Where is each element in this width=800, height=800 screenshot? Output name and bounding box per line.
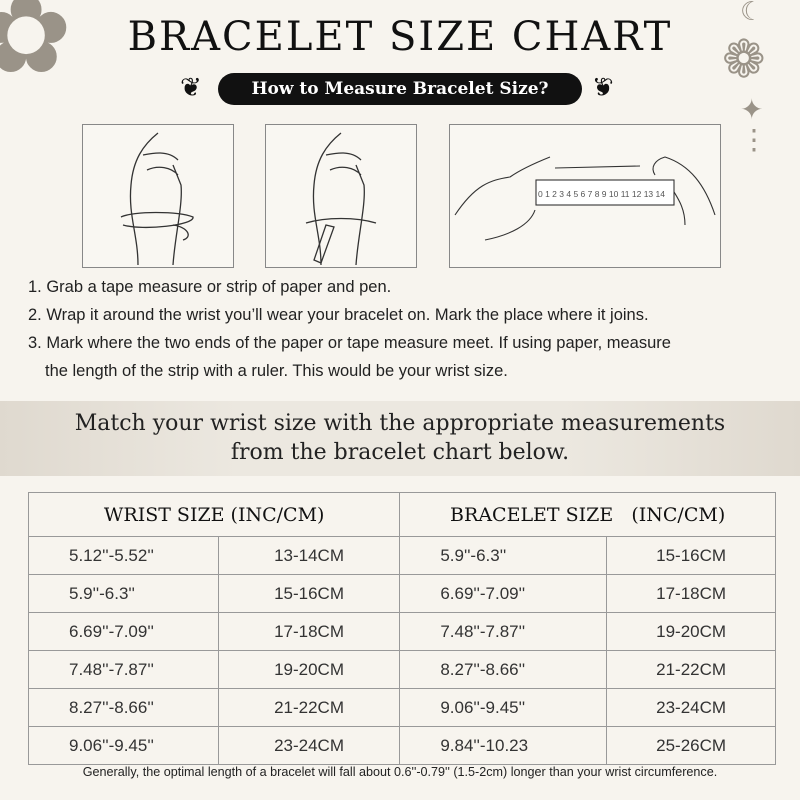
step-3: 3. Mark where the two ends of the paper … [28,334,671,352]
table-row: 9.06''-9.45'' 23-24CM 9.84''-10.23 25-26CM [28,726,776,765]
wrist-inches-cell: 5.9''-6.3'' [28,574,219,613]
bracelet-inches-cell: 8.27''-8.66'' [399,650,608,689]
wrist-cm-cell: 19-20CM [217,650,401,689]
wrist-inches-cell: 5.12''-5.52'' [28,536,219,575]
size-table: WRIST SIZE (INC/CM) BRACELET SIZE (INC/C… [27,492,776,765]
bracelet-size-header: BRACELET SIZE (INC/CM) [399,492,776,537]
mandala-ornament-icon: ✿ [0,0,73,96]
wrist-cm-cell: 23-24CM [217,726,401,765]
table-header: WRIST SIZE (INC/CM) BRACELET SIZE (INC/C… [27,492,776,537]
wrist-inches-cell: 7.48''-7.87'' [28,650,219,689]
step-3-continued: the length of the strip with a ruler. Th… [45,362,508,380]
banner-line-1: Match your wrist size with the appropria… [74,411,726,436]
wrist-inches-cell: 9.06''-9.45'' [28,726,219,765]
wrist-cm-cell: 13-14CM [217,536,401,575]
footnote: Generally, the optimal length of a brace… [82,765,718,779]
moon-ornament-icon: ☾ [740,0,764,26]
wrist-cm-cell: 21-22CM [217,688,401,727]
bracelet-cm-cell: 15-16CM [606,536,776,575]
ruler-measure-icon: 0 1 2 3 4 5 6 7 8 9 10 11 12 13 14 [449,124,721,268]
wrist-cm-cell: 15-16CM [217,574,401,613]
ruler-labels: 0 1 2 3 4 5 6 7 8 9 10 11 12 13 14 [538,189,665,199]
table-row: 5.12''-5.52'' 13-14CM 5.9''-6.3'' 15-16CM [28,536,776,575]
hand-wrist-tape-icon [82,124,234,268]
hanging-ornament-icon: ✦ ⋮ [740,94,768,155]
step-2: 2. Wrap it around the wrist you’ll wear … [28,306,649,324]
bracelet-inches-cell: 7.48''-7.87'' [399,612,608,651]
swirl-right-icon: ❦ [592,72,614,102]
table-row: 7.48''-7.87'' 19-20CM 8.27''-8.66'' 21-22CM [28,650,776,689]
bracelet-cm-cell: 21-22CM [606,650,776,689]
hand-wrist-paper-icon [265,124,417,268]
page-title: BRACELET SIZE CHART [127,14,673,60]
subtitle-pill: How to Measure Bracelet Size? [218,73,582,105]
instructions: 1. Grab a tape measure or strip of paper… [28,273,788,385]
swirl-left-icon: ❦ [180,72,202,102]
match-banner: Match your wrist size with the appropria… [0,401,800,476]
wrist-cm-cell: 17-18CM [217,612,401,651]
bracelet-cm-cell: 19-20CM [606,612,776,651]
bracelet-inches-cell: 9.84''-10.23 [399,726,608,765]
bracelet-cm-cell: 23-24CM [606,688,776,727]
step-1: 1. Grab a tape measure or strip of paper… [28,278,392,296]
table-row: 5.9''-6.3'' 15-16CM 6.69''-7.09'' 17-18CM [28,574,776,613]
wrist-inches-cell: 6.69''-7.09'' [28,612,219,651]
bracelet-inches-cell: 9.06''-9.45'' [399,688,608,727]
bracelet-inches-cell: 6.69''-7.09'' [399,574,608,613]
bracelet-inches-cell: 5.9''-6.3'' [399,536,608,575]
table-row: 8.27''-8.66'' 21-22CM 9.06''-9.45'' 23-24CM [28,688,776,727]
lotus-ornament-icon: ❁ [722,31,766,89]
wrist-size-header: WRIST SIZE (INC/CM) [27,492,401,537]
bracelet-cm-cell: 25-26CM [606,726,776,765]
table-row: 6.69''-7.09'' 17-18CM 7.48''-7.87'' 19-20CM [28,612,776,651]
wrist-inches-cell: 8.27''-8.66'' [28,688,219,727]
banner-line-2: from the bracelet chart below. [230,440,570,465]
bracelet-cm-cell: 17-18CM [606,574,776,613]
